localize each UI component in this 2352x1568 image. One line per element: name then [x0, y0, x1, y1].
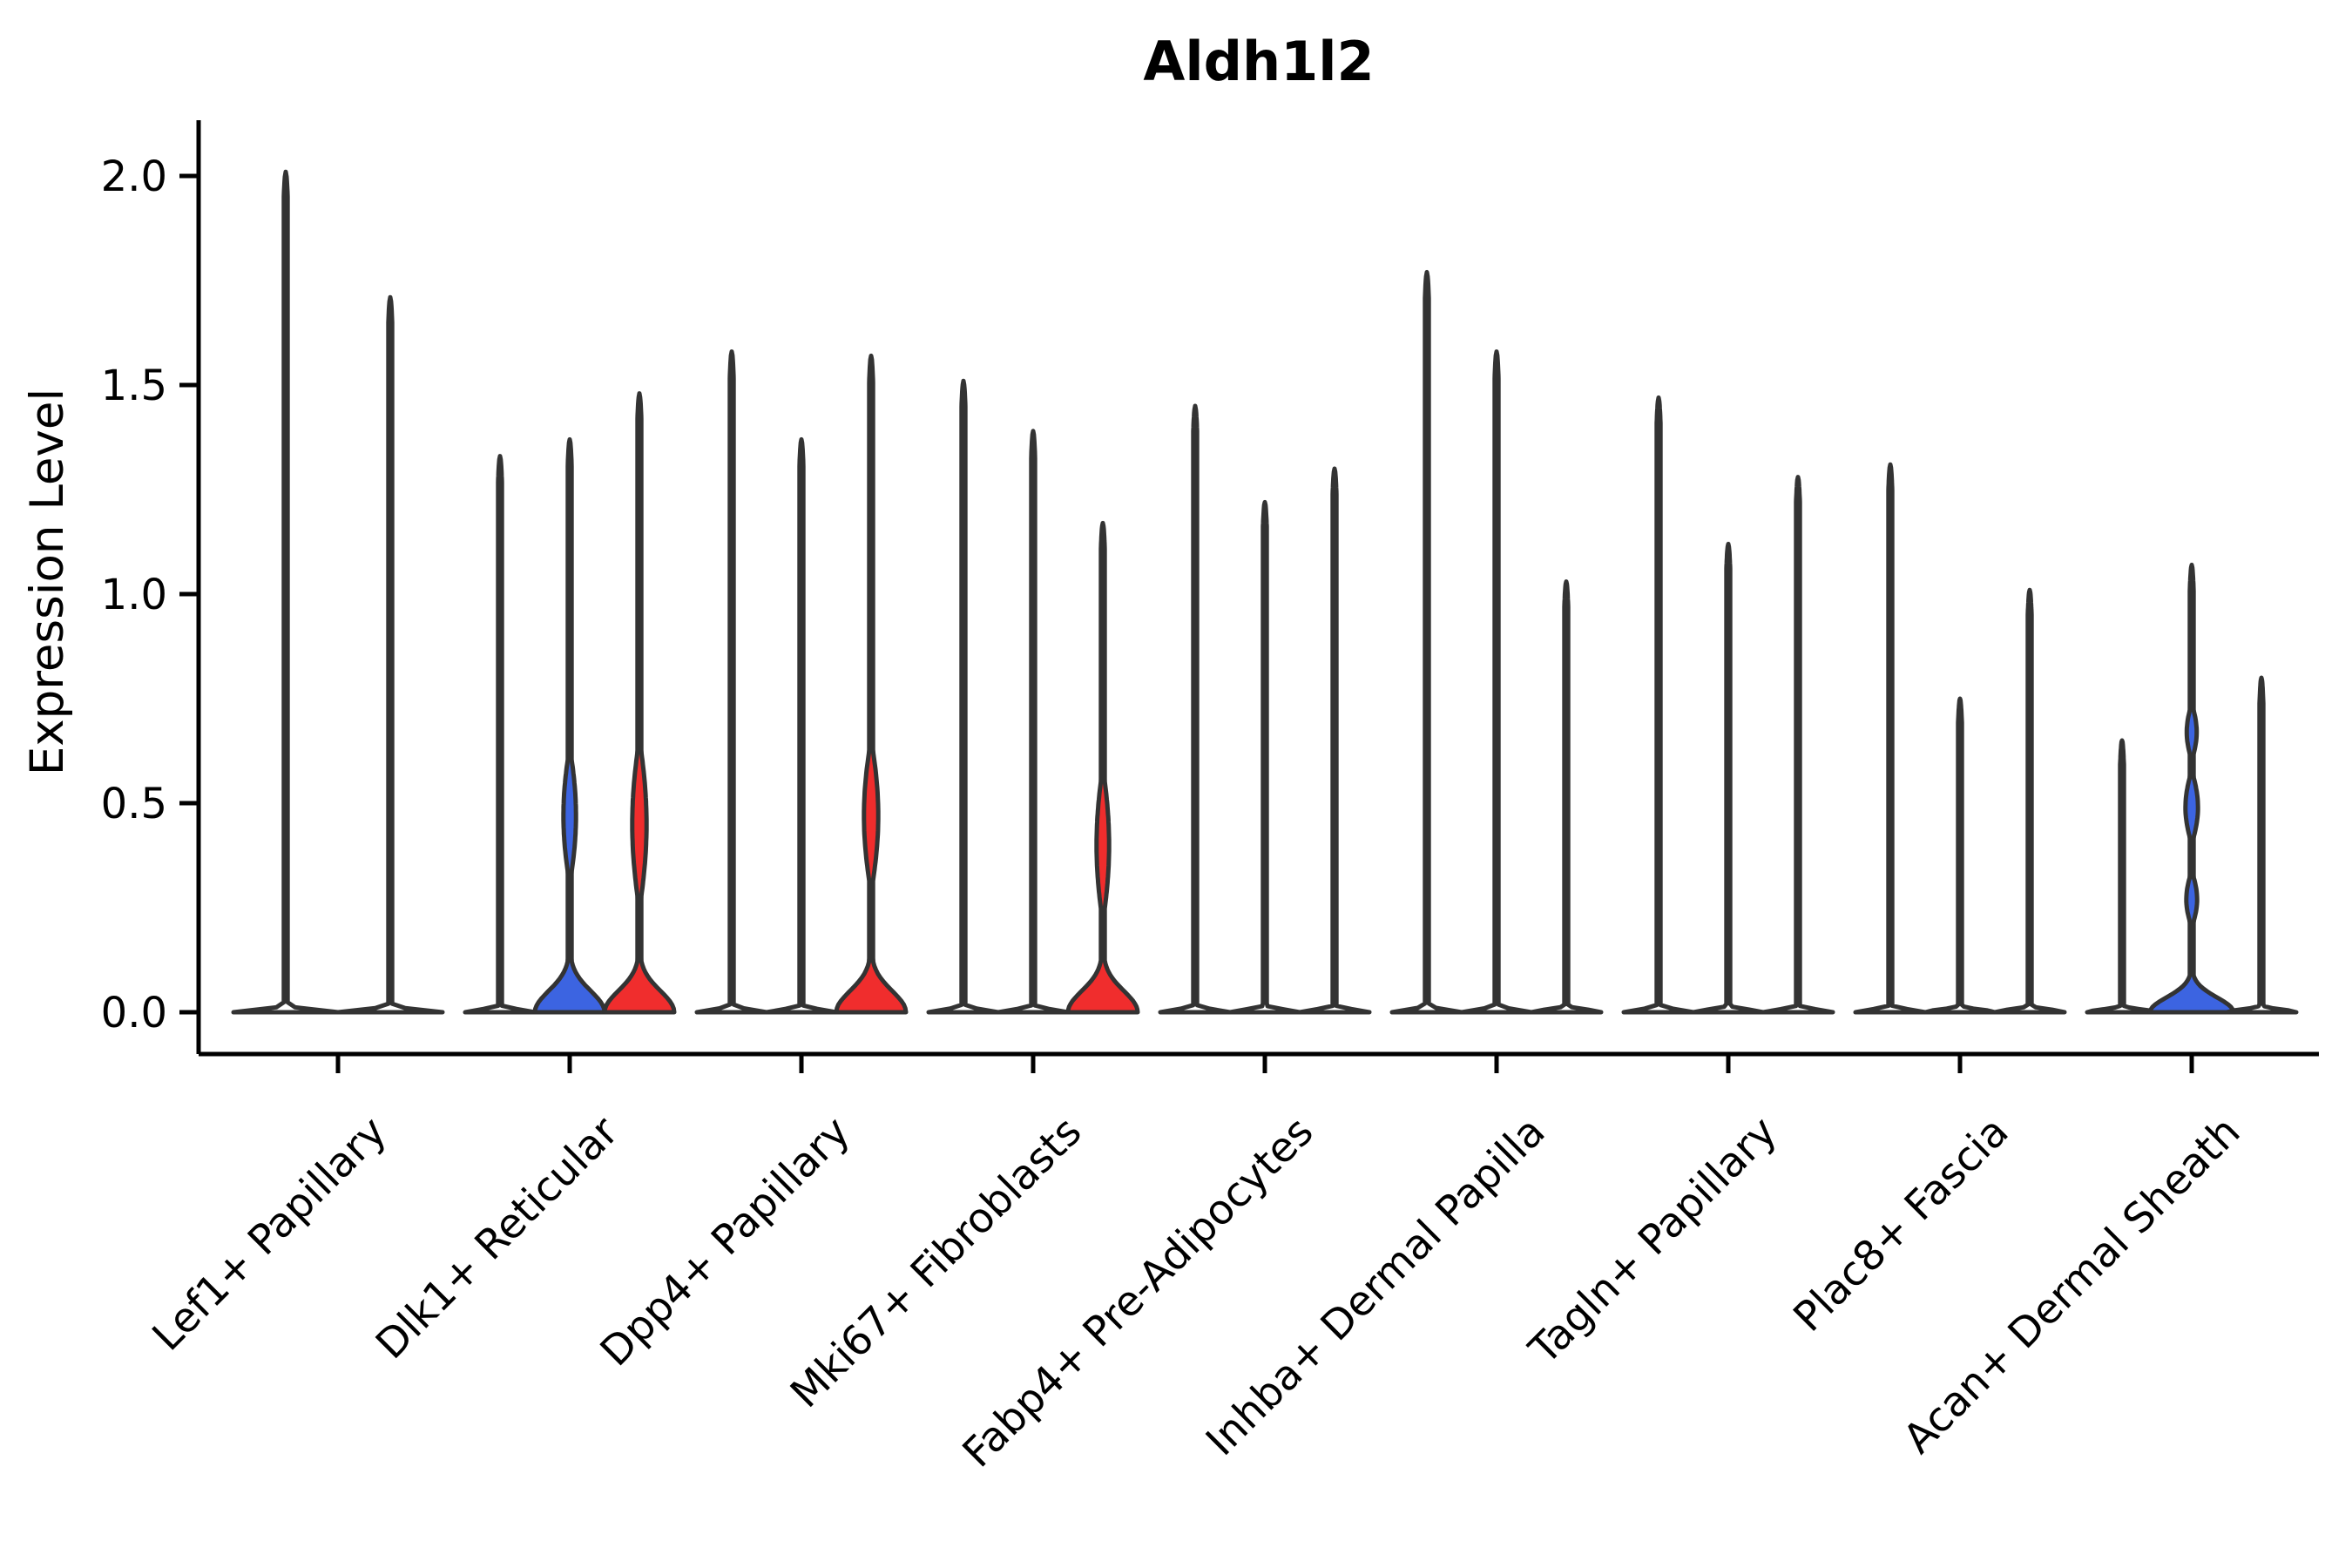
violin-white: [1297, 466, 1372, 1015]
violin-white: [463, 454, 537, 1015]
violin-white: [1853, 462, 1928, 1015]
violin-red: [1065, 520, 1140, 1015]
y-tick-label: 1.0: [101, 571, 167, 619]
y-tick-label: 2.0: [101, 152, 167, 201]
x-axis-label: Dlk1+ Reticular: [367, 1107, 628, 1369]
violin-white: [335, 294, 445, 1015]
violin-white: [996, 429, 1071, 1015]
violin-white: [926, 378, 1001, 1015]
violin-white: [1158, 403, 1233, 1015]
chart-title: Aldh1l2: [1143, 30, 1374, 93]
violin-white: [694, 349, 769, 1015]
violin-white: [764, 436, 839, 1015]
x-axis-label: Dpp4+ Papillary: [591, 1108, 860, 1376]
y-tick-label: 0.5: [101, 780, 167, 828]
violin-red: [834, 353, 909, 1015]
violin-white: [1761, 475, 1835, 1015]
violin-white: [1529, 579, 1604, 1015]
violin-white: [1691, 541, 1766, 1015]
violin-white: [231, 169, 341, 1015]
violin-white: [1923, 696, 1997, 1015]
violin-white: [1621, 395, 1696, 1015]
violin-white: [1992, 587, 2067, 1015]
y-tick-label: 1.5: [101, 362, 167, 410]
violin-blue: [532, 436, 607, 1015]
x-axis-label: Plac8+ Fascia: [1785, 1108, 2018, 1342]
x-axis-label: Tagln+ Papillary: [1520, 1108, 1787, 1375]
y-tick-label: 0.0: [101, 989, 167, 1037]
violin-white: [2224, 675, 2299, 1015]
violin-white: [1389, 269, 1464, 1015]
violin-white: [1459, 349, 1534, 1015]
x-axis-label: Lef1+ Papillary: [144, 1108, 396, 1361]
violin-white: [1227, 499, 1302, 1015]
violin-blue: [2147, 562, 2236, 1015]
violin-red: [602, 391, 677, 1015]
y-axis-title: Expression Level: [21, 389, 74, 775]
violin-white: [2085, 738, 2159, 1015]
